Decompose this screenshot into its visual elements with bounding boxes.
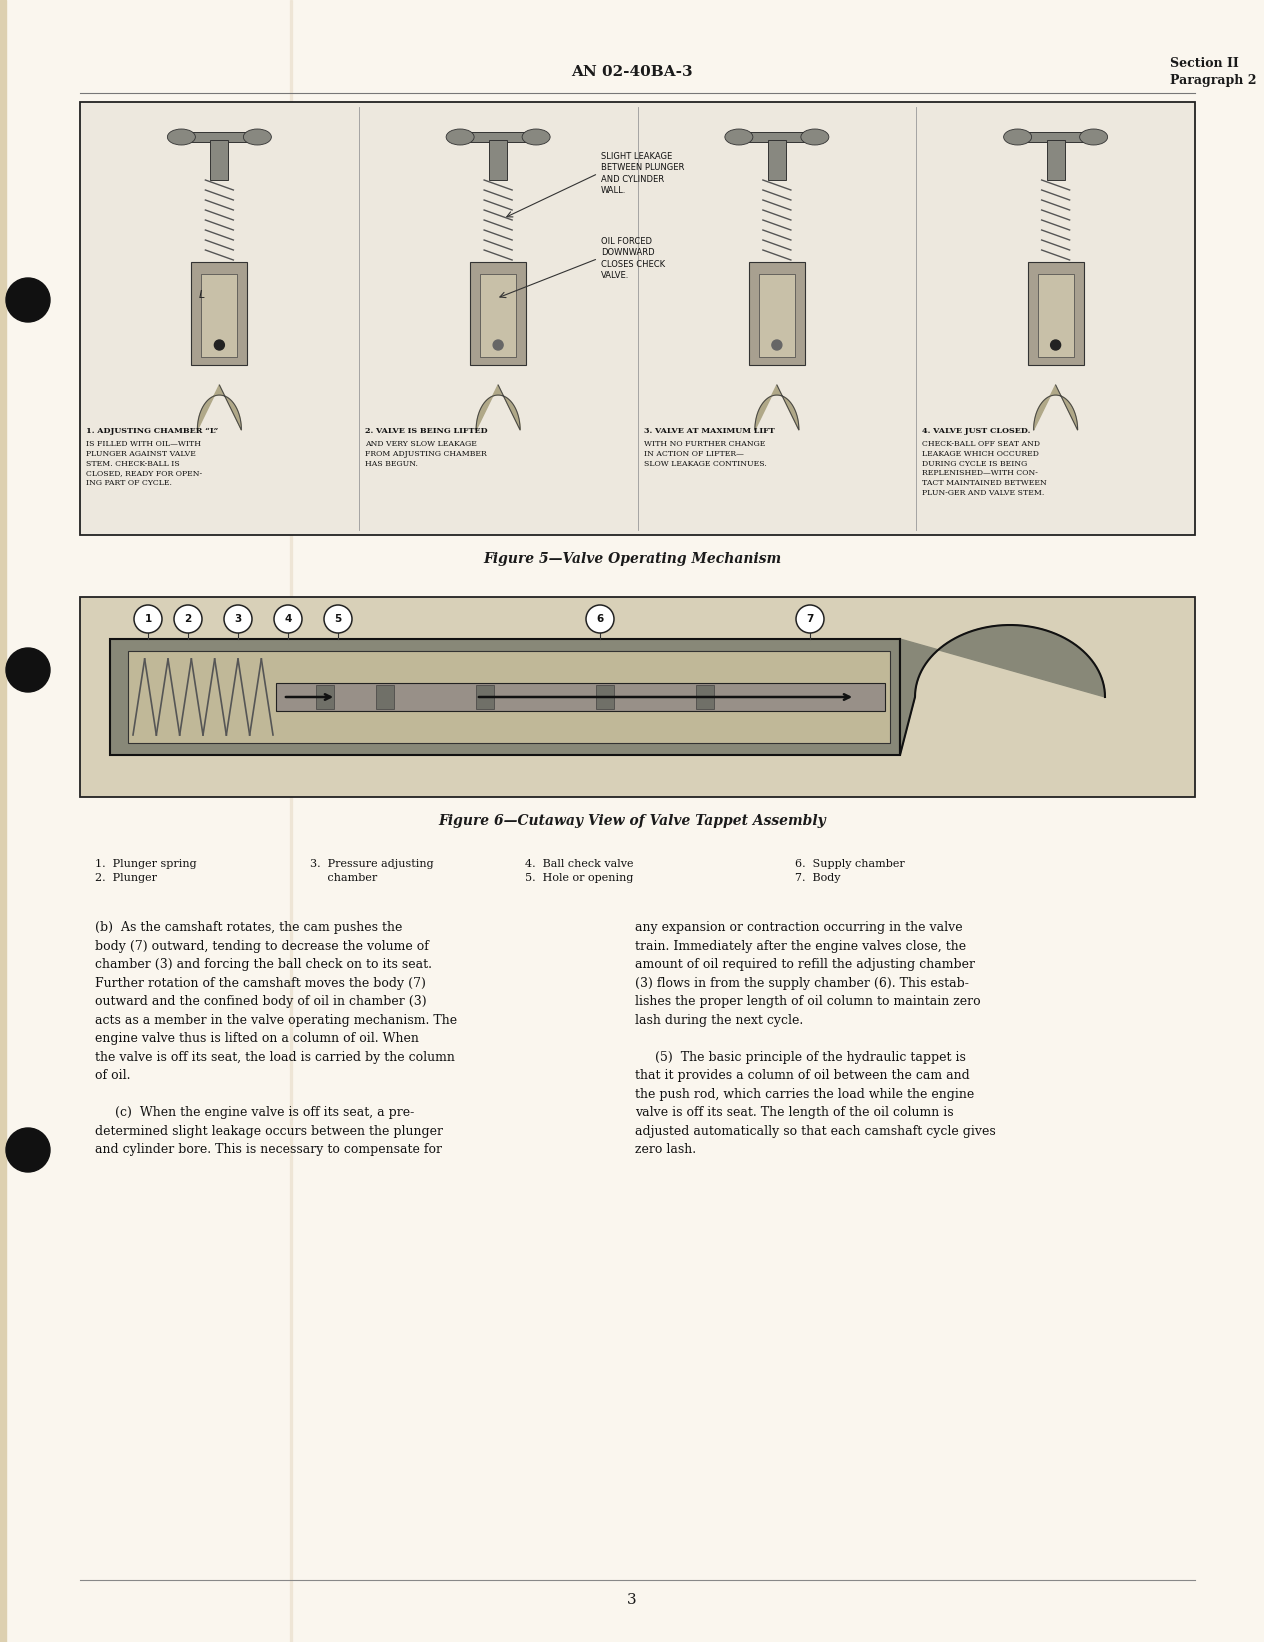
Circle shape [6,1128,51,1172]
Text: 2: 2 [185,614,192,624]
Text: Section II: Section II [1170,56,1239,69]
Bar [375,685,394,709]
Polygon shape [900,626,1105,755]
Text: 3: 3 [234,614,241,624]
Bar [201,274,238,356]
Text: (b)  As the camshaft rotates, the cam pushes the
body (7) outward, tending to de: (b) As the camshaft rotates, the cam pus… [95,921,458,1156]
Bar [80,598,1194,796]
Bar [128,650,890,742]
Ellipse shape [244,130,272,144]
Bar [276,683,885,711]
Text: 3: 3 [627,1593,637,1608]
Circle shape [174,604,202,634]
Text: Figure 6—Cutaway View of Valve Tappet Assembly: Figure 6—Cutaway View of Valve Tappet As… [439,814,825,828]
Text: L: L [198,291,205,300]
Bar [80,102,1194,535]
Bar [748,263,805,365]
Bar [597,685,614,709]
Ellipse shape [522,130,550,144]
Bar [739,131,815,141]
Circle shape [274,604,302,634]
Text: Paragraph 2: Paragraph 2 [1170,74,1256,87]
Bar [1038,274,1073,356]
Ellipse shape [1079,130,1107,144]
Ellipse shape [167,130,196,144]
Text: any expansion or contraction occurring in the valve
train. Immediately after the: any expansion or contraction occurring i… [635,921,996,1156]
Text: 2. VALVE IS BEING LIFTED: 2. VALVE IS BEING LIFTED [365,427,488,435]
Circle shape [772,340,782,350]
Text: 1.  Plunger spring
2.  Plunger: 1. Plunger spring 2. Plunger [95,859,197,883]
Bar [110,639,900,755]
Circle shape [6,277,51,322]
Text: 4. VALVE JUST CLOSED.: 4. VALVE JUST CLOSED. [923,427,1030,435]
Bar [758,274,795,356]
Bar [210,140,229,181]
Text: 5: 5 [335,614,341,624]
Bar [1047,140,1064,181]
Bar [489,140,507,181]
Bar [316,685,334,709]
Bar [696,685,714,709]
Polygon shape [755,384,799,430]
Polygon shape [477,384,520,430]
Circle shape [324,604,351,634]
Ellipse shape [801,130,829,144]
Text: Figure 5—Valve Operating Mechanism: Figure 5—Valve Operating Mechanism [483,552,781,566]
Bar [477,685,494,709]
Bar [1028,263,1083,365]
Bar [767,140,786,181]
Circle shape [224,604,252,634]
Text: 6.  Supply chamber
7.  Body: 6. Supply chamber 7. Body [795,859,905,883]
Circle shape [215,340,225,350]
Circle shape [586,604,614,634]
Text: WITH NO FURTHER CHANGE
IN ACTION OF LIFTER—
SLOW LEAKAGE CONTINUES.: WITH NO FURTHER CHANGE IN ACTION OF LIFT… [643,440,766,468]
Text: IS FILLED WITH OIL—WITH
PLUNGER AGAINST VALVE
STEM. CHECK-BALL IS
CLOSED, READY : IS FILLED WITH OIL—WITH PLUNGER AGAINST … [86,440,202,488]
Circle shape [134,604,162,634]
Circle shape [6,649,51,691]
Circle shape [493,340,503,350]
Bar [460,131,536,141]
Bar [191,263,248,365]
Text: OIL FORCED
DOWNWARD
CLOSES CHECK
VALVE.: OIL FORCED DOWNWARD CLOSES CHECK VALVE. [602,238,665,279]
Text: 7: 7 [806,614,814,624]
Text: AND VERY SLOW LEAKAGE
FROM ADJUSTING CHAMBER
HAS BEGUN.: AND VERY SLOW LEAKAGE FROM ADJUSTING CHA… [365,440,487,468]
Polygon shape [197,384,241,430]
Text: SLIGHT LEAKAGE
BETWEEN PLUNGER
AND CYLINDER
WALL.: SLIGHT LEAKAGE BETWEEN PLUNGER AND CYLIN… [602,153,685,195]
Text: 3.  Pressure adjusting
     chamber: 3. Pressure adjusting chamber [310,859,434,883]
Bar [0,0,6,1642]
Bar [181,131,258,141]
Text: CHECK-BALL OFF SEAT AND
LEAKAGE WHICH OCCURED
DURING CYCLE IS BEING
REPLENISHED—: CHECK-BALL OFF SEAT AND LEAKAGE WHICH OC… [923,440,1047,498]
Polygon shape [1034,384,1078,430]
Text: 6: 6 [597,614,604,624]
Text: 4: 4 [284,614,292,624]
Ellipse shape [724,130,753,144]
Ellipse shape [1004,130,1031,144]
Text: 1: 1 [144,614,152,624]
Ellipse shape [446,130,474,144]
Text: 3. VALVE AT MAXIMUM LIFT: 3. VALVE AT MAXIMUM LIFT [643,427,775,435]
Text: 1. ADJUSTING CHAMBER “L”: 1. ADJUSTING CHAMBER “L” [86,427,219,435]
Bar [1018,131,1093,141]
Text: 4.  Ball check valve
5.  Hole or opening: 4. Ball check valve 5. Hole or opening [525,859,633,883]
Bar [470,263,526,365]
Bar [480,274,516,356]
Text: AN 02-40BA-3: AN 02-40BA-3 [571,66,693,79]
Circle shape [796,604,824,634]
Bar [289,0,292,1642]
Circle shape [1050,340,1060,350]
